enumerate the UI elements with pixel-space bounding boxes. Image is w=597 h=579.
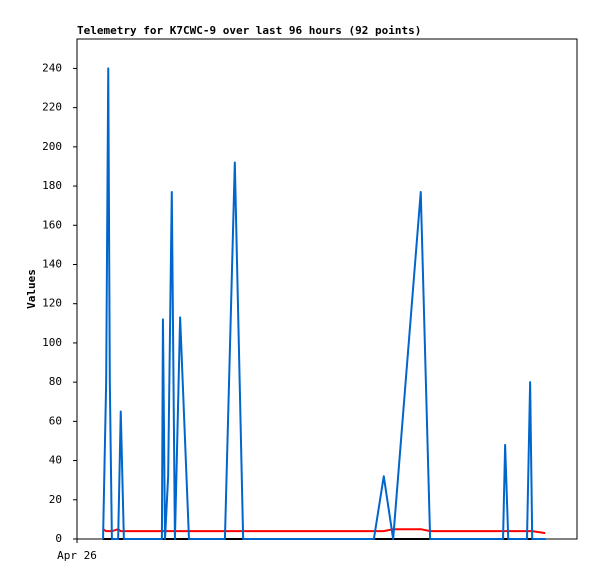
y-tick-label: 80 xyxy=(49,375,62,388)
y-tick-label: 120 xyxy=(42,297,62,310)
series-line xyxy=(102,67,546,540)
y-tick-label: 40 xyxy=(49,454,62,467)
y-tick-label: 200 xyxy=(42,140,62,153)
y-tick-label: 100 xyxy=(42,336,62,349)
y-tick-label: 20 xyxy=(49,493,62,506)
y-tick-label: 220 xyxy=(42,101,62,114)
y-tick-label: 60 xyxy=(49,414,62,427)
y-tick-label: 160 xyxy=(42,218,62,231)
x-tick-label: Apr 26 xyxy=(57,549,97,562)
y-tick-label: 0 xyxy=(55,532,62,545)
y-tick-label: 140 xyxy=(42,257,62,270)
chart-title: Telemetry for K7CWC-9 over last 96 hours… xyxy=(77,24,421,37)
y-axis-label: Values xyxy=(25,269,38,309)
y-tick-label: 180 xyxy=(42,179,62,192)
y-tick-label: 240 xyxy=(42,61,62,74)
